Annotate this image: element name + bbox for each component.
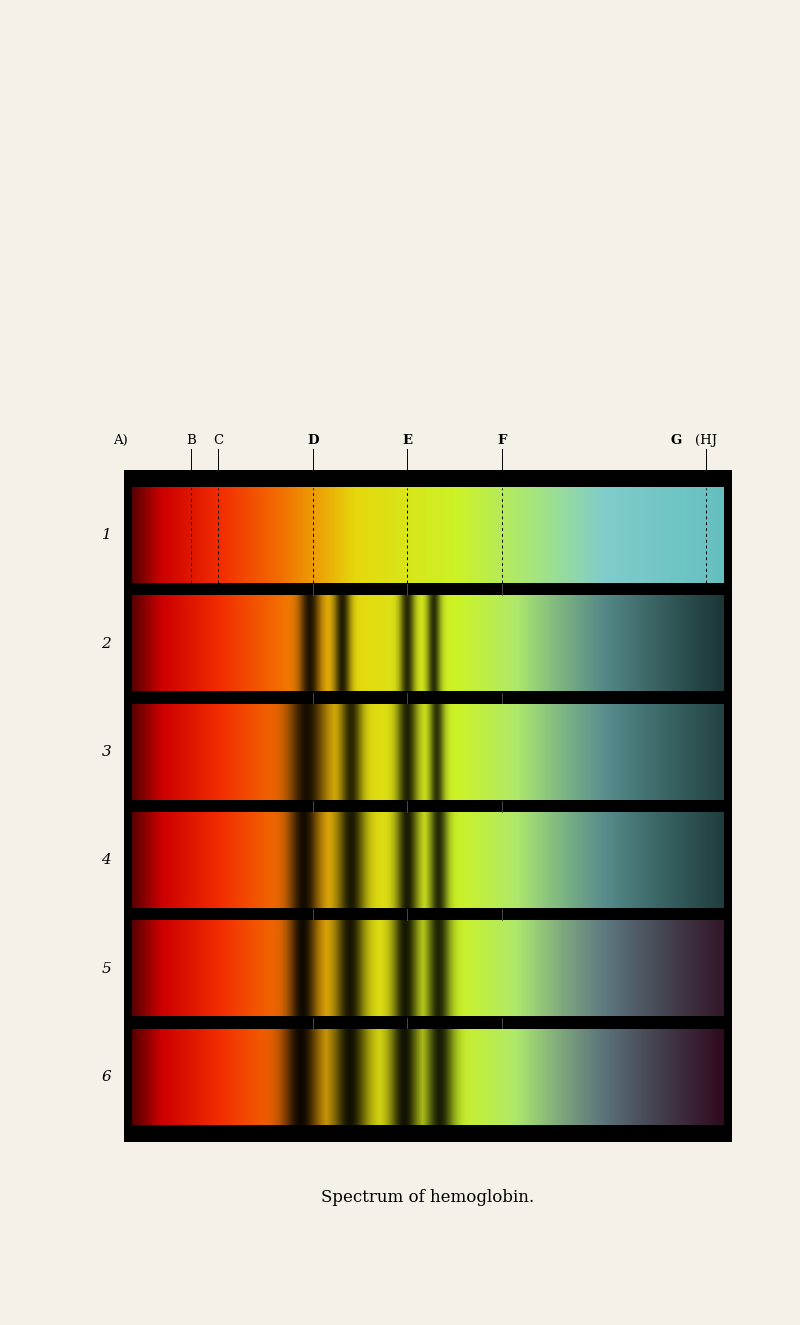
Bar [124,470,732,1142]
Text: 2: 2 [102,636,111,651]
Text: 6: 6 [102,1071,111,1084]
Text: Spectrum of hemoglobin.: Spectrum of hemoglobin. [322,1189,534,1206]
Text: 1: 1 [102,529,111,542]
Text: C: C [213,433,223,447]
Text: F: F [498,433,506,447]
Text: 4: 4 [102,853,111,868]
Text: (HJ: (HJ [695,433,717,447]
Text: E: E [402,433,412,447]
Text: 3: 3 [102,745,111,759]
Text: 5: 5 [102,962,111,977]
Text: G: G [670,433,682,447]
Text: D: D [307,433,318,447]
Text: B: B [186,433,196,447]
Text: A): A) [114,433,128,447]
